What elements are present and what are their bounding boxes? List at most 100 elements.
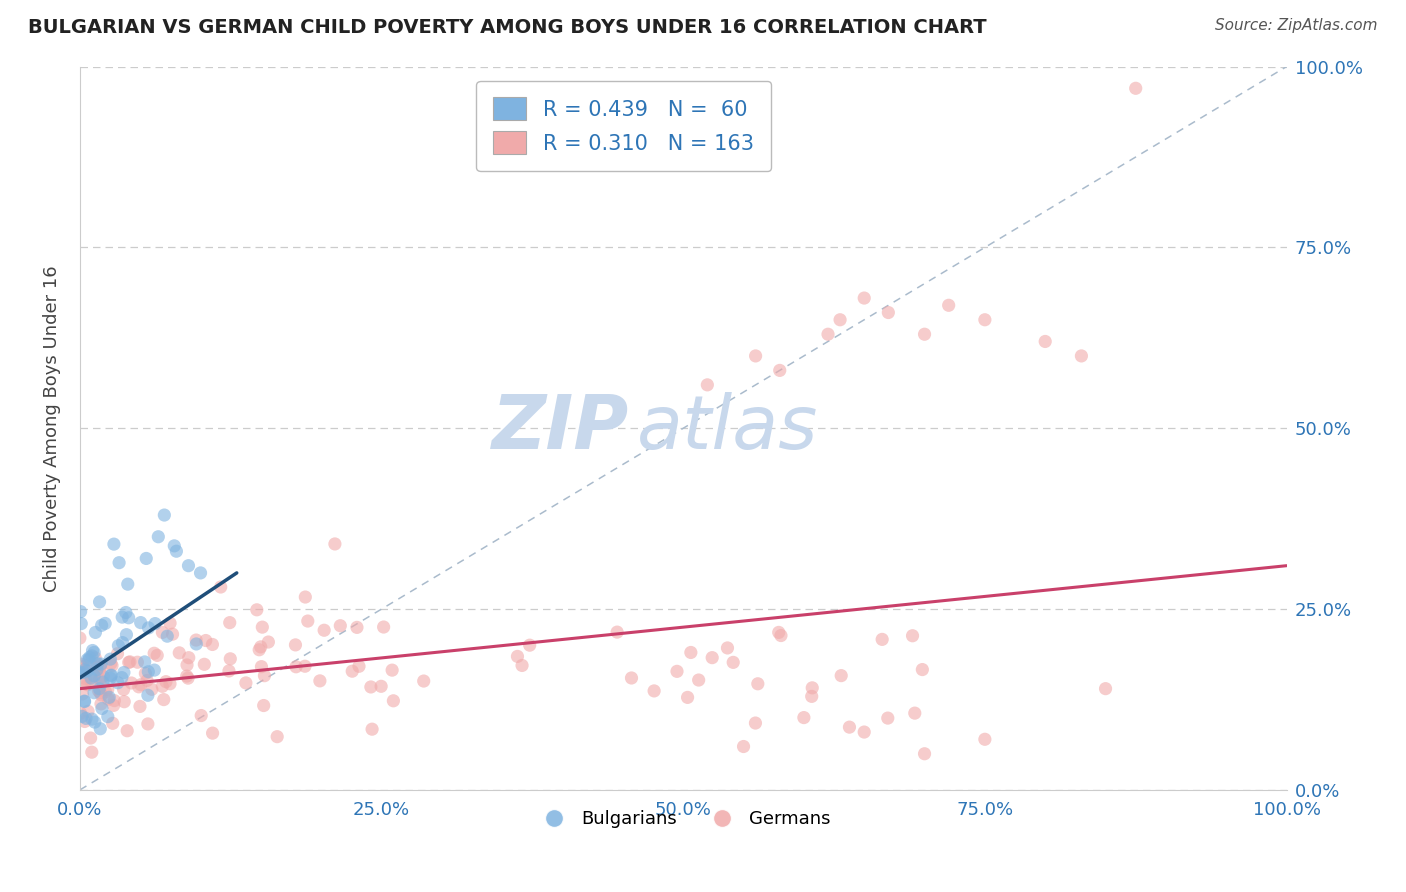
Point (342, 664, 364, 678)
Point (80, 674, 103, 689)
Point (218, 664, 240, 678)
Point (111, 610, 134, 624)
Point (73, 662, 96, 676)
Point (159, 616, 181, 631)
Point (97, 709, 120, 723)
Point (94, 685, 117, 699)
Point (89, 663, 111, 677)
Point (828, 312, 851, 326)
Point (153, 508, 176, 522)
Point (72, 687, 94, 701)
Point (76, 678, 98, 692)
Point (249, 640, 271, 654)
Point (129, 678, 152, 692)
Point (165, 544, 187, 558)
Point (69, 631, 91, 645)
Point (643, 684, 665, 698)
Point (853, 725, 876, 739)
Point (938, 298, 960, 312)
Point (800, 690, 823, 704)
Point (323, 537, 346, 551)
Point (162, 627, 184, 641)
Point (84, 625, 107, 640)
Point (69, 666, 91, 681)
Point (830, 668, 852, 682)
Point (817, 327, 839, 342)
Point (733, 739, 755, 754)
Point (914, 327, 936, 342)
Point (75, 659, 97, 673)
Point (360, 680, 382, 694)
Point (77, 653, 100, 667)
Point (329, 618, 352, 632)
Point (159, 677, 181, 691)
Point (877, 305, 900, 319)
Point (112, 665, 135, 680)
Point (84, 651, 107, 665)
Point (235, 676, 257, 690)
Point (127, 655, 149, 669)
Point (914, 747, 936, 761)
Point (901, 629, 924, 643)
Point (91, 701, 114, 715)
Point (253, 698, 276, 713)
Point (141, 682, 163, 697)
Point (101, 658, 124, 673)
Point (253, 668, 276, 682)
Point (696, 377, 718, 392)
Point (89, 722, 111, 736)
Point (347, 659, 370, 673)
Point (194, 633, 217, 648)
Point (79, 669, 101, 683)
Point (510, 658, 533, 673)
Point (688, 673, 710, 687)
Point (801, 681, 824, 695)
Point (89, 595, 111, 609)
Point (1033, 334, 1056, 349)
Point (103, 537, 125, 551)
Point (152, 692, 174, 706)
Point (257, 635, 280, 649)
Point (247, 642, 270, 657)
Point (80, 745, 103, 759)
Point (107, 647, 129, 661)
Point (1094, 681, 1116, 696)
Point (89, 681, 111, 696)
Point (90, 618, 112, 632)
Point (136, 665, 159, 679)
Point (219, 652, 242, 666)
Point (90, 657, 112, 671)
Point (373, 620, 395, 634)
Point (69, 659, 91, 673)
Point (100, 668, 122, 682)
Point (156, 629, 179, 643)
Point (176, 657, 198, 672)
Point (120, 676, 142, 690)
Point (148, 530, 170, 544)
Point (904, 706, 927, 720)
Point (83, 715, 105, 730)
Point (69, 605, 91, 619)
Point (186, 637, 208, 651)
Point (620, 671, 643, 685)
Point (136, 717, 159, 731)
Point (89, 659, 111, 673)
Point (679, 645, 702, 659)
Point (768, 625, 790, 640)
Point (143, 663, 166, 677)
Point (98, 652, 121, 666)
Point (138, 621, 160, 635)
Point (143, 646, 166, 660)
Point (91, 675, 114, 690)
Point (973, 312, 995, 326)
Point (176, 669, 198, 683)
Legend: Bulgarians, Germans: Bulgarians, Germans (529, 803, 838, 835)
Point (100, 668, 122, 682)
Point (80, 671, 103, 685)
Point (136, 673, 159, 688)
Point (744, 716, 766, 731)
Point (177, 558, 200, 573)
Point (83, 669, 105, 683)
Point (89, 685, 111, 699)
Point (94, 616, 117, 631)
